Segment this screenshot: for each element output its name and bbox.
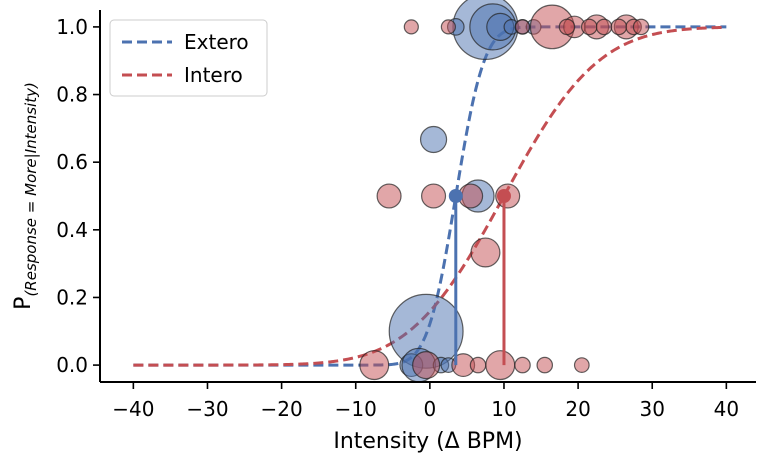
data-point-intero bbox=[632, 18, 650, 36]
threshold-markers bbox=[448, 189, 511, 366]
curve-intero bbox=[133, 25, 727, 367]
data-point-intero bbox=[610, 18, 628, 36]
y-tick-label: 0.4 bbox=[56, 218, 88, 242]
data-point-intero bbox=[376, 183, 402, 209]
x-tick-label: 30 bbox=[639, 397, 664, 421]
x-tick-label: −10 bbox=[335, 397, 377, 421]
y-tick-label: 0.2 bbox=[56, 285, 88, 309]
response-points bbox=[359, 0, 650, 383]
data-point-intero bbox=[421, 183, 447, 209]
data-point-intero bbox=[440, 19, 456, 35]
y-tick-label: 1.0 bbox=[56, 15, 88, 39]
data-point-intero bbox=[595, 18, 613, 36]
y-tick-label: 0.6 bbox=[56, 150, 88, 174]
legend-label-extero: Extero bbox=[184, 30, 249, 54]
data-point-intero bbox=[403, 19, 419, 35]
data-point-intero bbox=[514, 19, 531, 35]
data-point-intero bbox=[573, 357, 590, 373]
legend-box bbox=[109, 19, 268, 97]
y-tick-label: 0.8 bbox=[56, 83, 88, 107]
data-point-intero bbox=[470, 237, 501, 268]
threshold-point-intero bbox=[496, 189, 511, 203]
data-point-intero bbox=[412, 350, 441, 380]
x-tick-label: 0 bbox=[423, 397, 436, 421]
legend-label-intero: Intero bbox=[184, 63, 243, 87]
y-axis-label: P(Response = More|Intensity) bbox=[11, 82, 40, 310]
x-ticks: −40 −30 −20 −10 0 10 20 30 40 bbox=[112, 382, 739, 421]
axes bbox=[99, 10, 756, 383]
data-point-intero bbox=[469, 356, 487, 374]
x-tick-label: −30 bbox=[186, 397, 228, 421]
data-point-intero bbox=[514, 356, 531, 374]
x-tick-label: 10 bbox=[491, 397, 516, 421]
data-point-intero bbox=[485, 350, 516, 381]
y-ticks: 0.0 0.2 0.4 0.6 0.8 1.0 bbox=[56, 15, 100, 377]
x-axis-label: Intensity (Δ BPM) bbox=[333, 429, 522, 454]
y-axis-label-subscript: (Response = More|Intensity) bbox=[22, 82, 40, 296]
x-tick-label: 20 bbox=[565, 397, 590, 421]
x-tick-label: −20 bbox=[260, 397, 302, 421]
data-point-intero bbox=[580, 18, 598, 36]
data-point-intero bbox=[558, 18, 576, 36]
x-tick-label: −40 bbox=[112, 397, 154, 421]
data-point-intero bbox=[359, 350, 390, 381]
data-point-extero bbox=[419, 125, 448, 154]
data-point-intero bbox=[536, 356, 554, 374]
threshold-point-extero bbox=[448, 189, 463, 203]
x-tick-label: 40 bbox=[714, 397, 739, 421]
y-tick-label: 0.0 bbox=[56, 353, 88, 377]
y-axis-label-main: P bbox=[11, 297, 36, 310]
legend: Extero Intero bbox=[109, 19, 268, 97]
